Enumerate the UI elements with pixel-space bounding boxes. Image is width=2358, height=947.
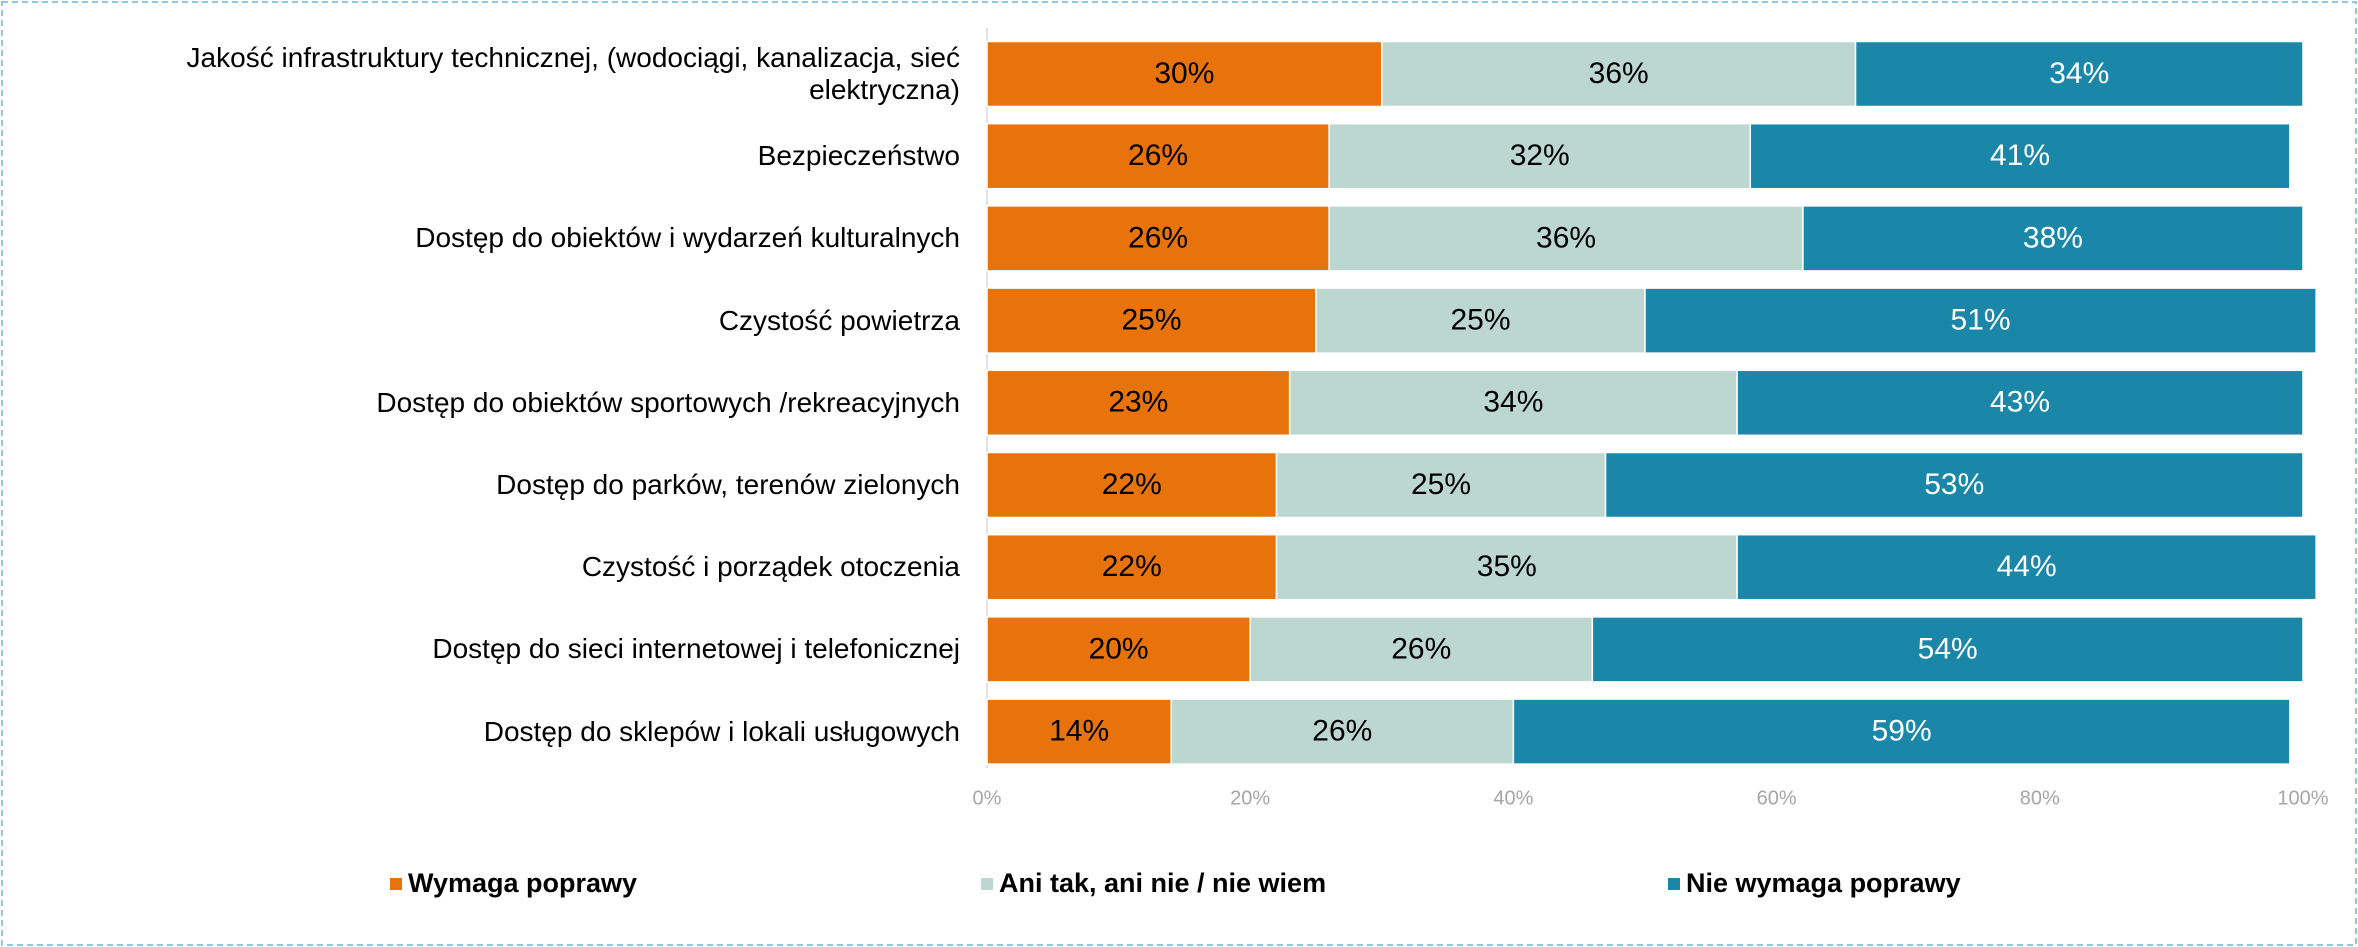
data-label: 53% [1924,468,1984,501]
bar-segment [1604,451,2304,519]
bar-segment [1512,698,2291,765]
bar-segment [986,451,1278,519]
y-tick-label: Jakość infrastruktury technicznej, (wodo… [186,42,960,105]
data-label: 25% [1411,468,1471,501]
data-label: 30% [1154,57,1214,90]
bar-segment [1170,698,1515,765]
x-tick-label: 0% [973,787,1002,809]
data-label: 14% [1049,715,1109,748]
data-label: 20% [1089,632,1149,665]
data-label: 34% [2049,57,2109,90]
bar-segment [1802,205,2304,272]
data-label: 51% [1951,304,2011,337]
bar-segment [1275,451,1607,519]
data-label: 54% [1918,632,1978,665]
bar-segment [1275,533,1738,601]
bar-segment [986,698,1172,765]
legend-swatch [1668,878,1680,890]
data-label: 36% [1589,57,1649,90]
y-tick-label: Dostęp do sieci internetowej i telefonic… [432,633,960,665]
data-label: 26% [1391,632,1451,665]
bar-segment [1249,616,1594,683]
data-label: 34% [1483,386,1543,419]
legend-label: Wymaga poprawy [408,868,637,898]
data-label: 38% [2023,221,2083,254]
x-tick-label: 20% [1230,787,1270,809]
y-tick-label: Dostęp do obiektów i wydarzeń kulturalny… [415,222,960,254]
y-tick-label: Bezpieczeństwo [757,140,960,172]
y-tick-label: Dostęp do parków, terenów zielonych [496,469,960,500]
y-tick-label: Dostęp do sklepów i lokali usługowych [483,715,960,747]
bar-segment [1288,369,1738,437]
data-label: 35% [1477,550,1537,583]
bar-segment [986,122,1330,190]
data-label: 25% [1450,304,1510,337]
legend-label: Nie wymaga poprawy [1686,868,1961,898]
legend-swatch [390,878,402,890]
data-label: 32% [1510,139,1570,172]
y-tick-label: Czystość i porządek otoczenia [581,551,960,583]
bar-segment [1315,287,1646,354]
legend-swatch [981,878,993,890]
x-tick-label: 60% [1757,787,1797,809]
bar-segment [986,533,1278,601]
x-tick-label: 100% [2277,787,2328,809]
bar-segment [986,205,1330,272]
bar-segment [1328,205,1804,272]
bar-segment [1736,369,2304,437]
bar-segment [1591,616,2304,683]
data-label: 59% [1872,715,1932,748]
bar-segment [1644,287,2317,354]
data-label: 25% [1121,304,1181,337]
data-label: 26% [1128,221,1188,254]
y-tick-label: Czystość powietrza [718,304,960,336]
data-label: 22% [1102,550,1162,583]
data-label: 26% [1128,139,1188,172]
legend-label: Ani tak, ani nie / nie wiem [999,868,1326,898]
bar-segment [1749,122,2291,190]
bar-segment [986,369,1291,437]
bar-segment [986,40,1383,108]
data-label: 22% [1102,468,1162,501]
data-label: 41% [1990,139,2050,172]
bar-segment [986,616,1251,683]
bar-segment [986,287,1317,354]
data-label: 44% [1997,550,2057,583]
bar-segment [1854,40,2304,108]
y-tick-label: Dostęp do obiektów sportowych /rekreacyj… [376,386,960,418]
data-label: 23% [1108,386,1168,419]
data-label: 36% [1536,221,1596,254]
x-tick-label: 80% [2020,787,2060,809]
bar-segment [1736,533,2317,601]
data-label: 26% [1312,715,1372,748]
data-label: 43% [1990,386,2050,419]
x-tick-label: 40% [1493,787,1533,809]
